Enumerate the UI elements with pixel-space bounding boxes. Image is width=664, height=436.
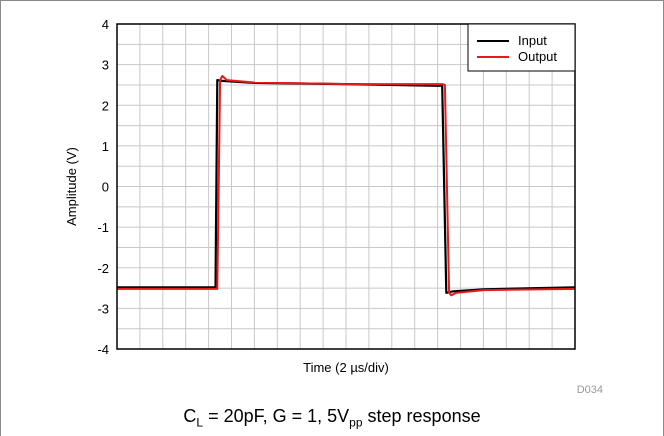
y-tick-label: -4 (97, 342, 109, 357)
series-layer (117, 75, 576, 297)
legend-box (467, 23, 576, 72)
caption-middle: = 20pF, G = 1, 5V (203, 406, 350, 426)
series-line-input (117, 78, 576, 294)
y-tick-label: -3 (97, 301, 109, 316)
caption-v-subscript: pp (349, 415, 363, 430)
figure-caption: CL = 20pF, G = 1, 5Vpp step response (0, 406, 664, 430)
grid-lines (117, 24, 575, 349)
series-line-output (117, 75, 576, 297)
y-tick-label: 0 (102, 180, 109, 195)
caption-c-subscript: L (196, 415, 204, 430)
x-axis-label: Time (2 µs/div) (303, 360, 389, 375)
legend-label-input: Input (518, 33, 547, 48)
y-axis-label: Amplitude (V) (64, 147, 79, 226)
caption-end: step response (362, 406, 481, 426)
legend-label-output: Output (518, 49, 557, 64)
step-response-chart: 4 3 2 1 0 -1 -2 -3 -4 Amplitude (V) Time (2 µs/d… (64, 17, 603, 396)
plot-area (116, 23, 576, 350)
y-tick-label: 2 (102, 98, 109, 113)
figure-code: D034 (577, 384, 603, 396)
y-tick-label: 4 (102, 17, 109, 32)
y-tick-label: -2 (97, 261, 109, 276)
caption-c: C (183, 406, 197, 426)
y-tick-label: 3 (102, 58, 109, 73)
y-tick-label: 1 (102, 139, 109, 154)
y-tick-label: -1 (97, 220, 109, 235)
y-tick-labels: 4 3 2 1 0 -1 -2 -3 -4 (97, 17, 109, 357)
